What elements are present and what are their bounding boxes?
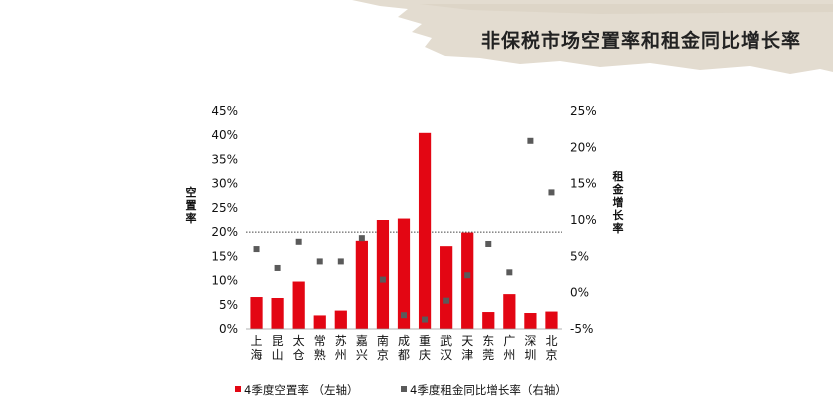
left-tick-label: 25%	[211, 201, 238, 215]
legend-bar-label: 4季度空置率 （左轴）	[244, 383, 358, 397]
bar	[503, 294, 516, 329]
legend-marker-swatch	[401, 386, 407, 392]
category-label: 天津	[461, 334, 473, 362]
header-banner	[352, 0, 833, 74]
category-label: 上海	[251, 334, 263, 362]
left-tick-label: 40%	[211, 128, 238, 142]
left-tick-label: 20%	[211, 225, 238, 239]
category-label: 苏州	[335, 334, 347, 362]
category-label: 武汉	[440, 334, 452, 362]
left-tick-label: 10%	[211, 274, 238, 288]
left-tick-label: 15%	[211, 249, 238, 263]
category-label: 东莞	[482, 334, 494, 362]
category-label: 广州	[503, 334, 515, 362]
marker	[358, 235, 365, 242]
left-axis-title: 空置率	[186, 185, 197, 225]
legend: 4季度空置率 （左轴） 4季度租金同比增长率（右轴）	[235, 383, 567, 397]
marker	[485, 240, 492, 247]
category-label: 昆山	[272, 334, 284, 362]
legend-bar-swatch	[235, 386, 241, 392]
bar	[334, 310, 347, 329]
marker	[443, 297, 450, 304]
right-tick-label: 20%	[570, 140, 597, 154]
brush-stroke-banner	[352, 0, 833, 74]
marker	[401, 312, 407, 319]
marker	[506, 269, 513, 276]
left-y-axis: 0% 5% 10% 15% 20% 25% 30% 35% 40% 45%	[211, 104, 238, 336]
marker	[527, 137, 534, 144]
legend-marker-label: 4季度租金同比增长率（右轴）	[410, 383, 567, 397]
marker	[295, 238, 302, 245]
category-label: 北京	[545, 334, 557, 362]
category-label: 成都	[398, 334, 410, 362]
right-axis-title: 租金增长率	[612, 170, 625, 235]
marker	[422, 316, 429, 323]
bar	[292, 281, 305, 329]
bar-series	[250, 132, 558, 329]
bar	[397, 218, 411, 329]
category-label: 深圳	[524, 334, 536, 362]
category-label: 嘉兴	[356, 334, 368, 362]
left-tick-label: 35%	[211, 152, 238, 166]
right-tick-label: -5%	[570, 322, 593, 336]
category-label: 南京	[377, 333, 389, 362]
category-label: 太仓	[293, 333, 305, 362]
marker	[337, 258, 344, 265]
marker	[274, 264, 281, 271]
bar	[376, 220, 390, 329]
left-tick-label: 0%	[219, 322, 238, 336]
left-tick-label: 45%	[211, 104, 238, 118]
category-label: 常熟	[314, 334, 326, 362]
bar	[355, 240, 368, 329]
bar	[440, 246, 453, 329]
left-tick-label: 5%	[219, 298, 238, 312]
brush-stroke-texture	[420, 4, 833, 14]
right-y-axis: -5% 0% 5% 10% 15% 20% 25%	[570, 104, 597, 336]
marker	[548, 189, 555, 196]
bar	[524, 313, 537, 329]
marker	[316, 258, 323, 265]
bar	[482, 312, 495, 329]
bar	[418, 132, 432, 329]
bar	[271, 297, 284, 329]
left-tick-label: 30%	[211, 177, 238, 191]
marker	[379, 276, 386, 283]
marker	[253, 246, 260, 253]
page-title: 非保税市场空置率和租金同比增长率	[480, 30, 801, 52]
marker-series	[253, 137, 555, 323]
bar	[545, 311, 558, 329]
right-tick-label: 0%	[570, 286, 589, 300]
right-tick-label: 15%	[570, 177, 597, 191]
right-tick-label: 5%	[570, 249, 589, 263]
bar	[461, 232, 474, 329]
right-tick-label: 10%	[570, 213, 597, 227]
bar	[313, 315, 326, 329]
marker	[464, 272, 471, 279]
category-label: 重庆	[419, 334, 431, 362]
bar	[250, 297, 263, 329]
right-tick-label: 25%	[570, 104, 597, 118]
